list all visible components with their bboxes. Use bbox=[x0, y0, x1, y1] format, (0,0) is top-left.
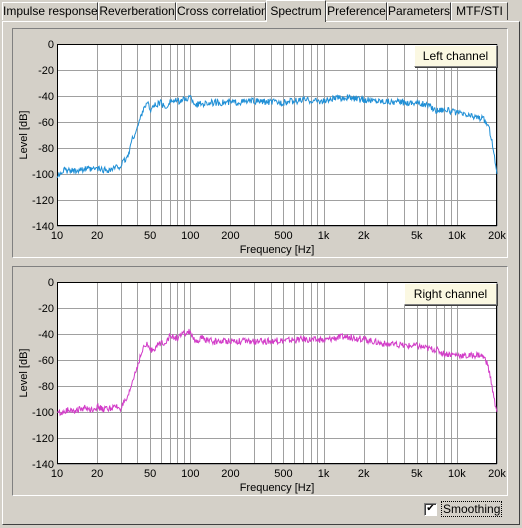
left-channel-chart: 0 -20 -40 -60 -80 -100 -120 -140 10 20 50 100 200 500… bbox=[12, 28, 508, 258]
y-tick-label: 0 bbox=[48, 277, 54, 289]
left-channel-button[interactable]: Left channel bbox=[414, 45, 497, 67]
smoothing-label[interactable]: Smoothing bbox=[441, 501, 503, 517]
x-tick-label: 10k bbox=[448, 230, 466, 242]
x-axis-label: Frequency [Hz] bbox=[240, 244, 315, 256]
x-tick-label: 5k bbox=[411, 468, 423, 480]
x-tick-label: 200 bbox=[221, 468, 239, 480]
y-tick-label: -20 bbox=[38, 65, 54, 77]
y-tick-label: -80 bbox=[38, 381, 54, 393]
y-tick-label: -100 bbox=[32, 169, 54, 181]
tab-bar: Impulse response Reverberation Cross cor… bbox=[0, 0, 522, 22]
x-tick-label: 2k bbox=[358, 468, 370, 480]
y-tick-label: -120 bbox=[32, 433, 54, 445]
plot-area bbox=[57, 44, 497, 226]
right-channel-chart: 0 -20 -40 -60 -80 -100 -120 -140 10 20 50 100 200 500… bbox=[12, 266, 508, 496]
x-tick-label: 1k bbox=[318, 230, 330, 242]
x-tick-label: 200 bbox=[221, 230, 239, 242]
plot-frame bbox=[57, 282, 497, 464]
x-tick-label: 500 bbox=[274, 230, 292, 242]
smoothing-checkbox[interactable]: ✔ bbox=[424, 502, 437, 516]
y-tick-label: -140 bbox=[32, 221, 54, 233]
x-tick-label: 20 bbox=[91, 230, 103, 242]
spectrum-line bbox=[56, 94, 498, 179]
y-axis-label: Level [dB] bbox=[18, 111, 30, 160]
y-tick-label: -60 bbox=[38, 117, 54, 129]
spectrum-line bbox=[56, 328, 498, 417]
y-tick-label: -40 bbox=[38, 91, 54, 103]
y-tick-label: -60 bbox=[38, 355, 54, 367]
tab-cross-correlation[interactable]: Cross correlation bbox=[176, 2, 266, 20]
y-tick-label: -120 bbox=[32, 195, 54, 207]
x-tick-label: 500 bbox=[274, 468, 292, 480]
x-tick-label: 20 bbox=[91, 468, 103, 480]
x-tick-label: 100 bbox=[181, 230, 199, 242]
x-tick-label: 50 bbox=[144, 468, 156, 480]
smoothing-control[interactable]: ✔ Smoothing bbox=[424, 501, 503, 517]
y-tick-label: -140 bbox=[32, 459, 54, 471]
x-tick-label: 10 bbox=[51, 468, 63, 480]
x-tick-label: 10 bbox=[51, 230, 63, 242]
x-tick-label: 10k bbox=[448, 468, 466, 480]
tab-preference[interactable]: Preference bbox=[326, 2, 387, 20]
tab-spectrum[interactable]: Spectrum bbox=[266, 0, 326, 22]
plot-area bbox=[57, 282, 497, 464]
x-tick-label: 50 bbox=[144, 230, 156, 242]
tab-reverberation[interactable]: Reverberation bbox=[98, 2, 176, 20]
y-tick-label: 0 bbox=[48, 39, 54, 51]
x-tick-label: 2k bbox=[358, 230, 370, 242]
tab-mtf-sti[interactable]: MTF/STI bbox=[451, 2, 508, 20]
x-tick-label: 100 bbox=[181, 468, 199, 480]
tab-impulse-response[interactable]: Impulse response bbox=[2, 2, 98, 20]
y-tick-label: -20 bbox=[38, 303, 54, 315]
y-tick-label: -40 bbox=[38, 329, 54, 341]
spectrum-panel bbox=[2, 21, 520, 525]
x-tick-label: 1k bbox=[318, 468, 330, 480]
x-axis-label: Frequency [Hz] bbox=[240, 482, 315, 494]
tab-parameters[interactable]: Parameters bbox=[387, 2, 451, 20]
x-tick-label: 20k bbox=[488, 468, 506, 480]
right-channel-button[interactable]: Right channel bbox=[404, 283, 497, 305]
x-tick-label: 20k bbox=[488, 230, 506, 242]
y-axis-label: Level [dB] bbox=[18, 349, 30, 398]
x-tick-label: 5k bbox=[411, 230, 423, 242]
check-icon: ✔ bbox=[426, 503, 435, 514]
y-tick-label: -100 bbox=[32, 407, 54, 419]
plot-frame bbox=[57, 44, 497, 226]
y-tick-label: -80 bbox=[38, 143, 54, 155]
